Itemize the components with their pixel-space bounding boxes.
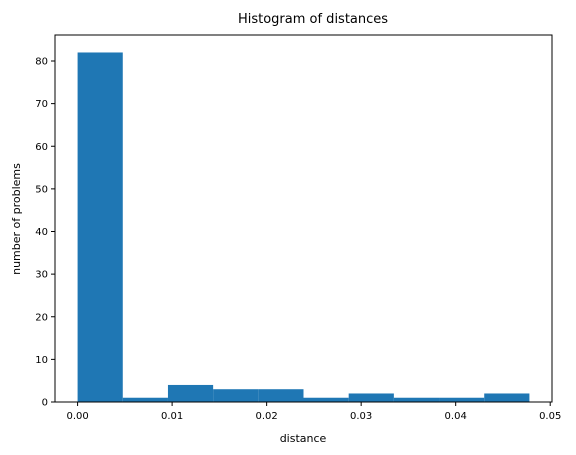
y-tick-label: 50 xyxy=(35,184,48,195)
x-tick-label: 0.05 xyxy=(539,411,561,422)
histogram-bar-5 xyxy=(303,397,349,402)
x-tick-label: 0.03 xyxy=(350,411,372,422)
histogram-bar-6 xyxy=(348,393,394,402)
y-tick-label: 20 xyxy=(35,312,48,323)
plot-frame xyxy=(54,34,553,403)
y-axis-label: number of problems xyxy=(10,163,23,275)
histogram-bar-2 xyxy=(167,384,214,402)
chart-title: Histogram of distances xyxy=(238,12,388,27)
y-axis-ticks: 0 10 20 30 40 50 60 70 80 xyxy=(35,57,55,409)
histogram-bar-0 xyxy=(77,52,123,402)
x-tick-label: 0.04 xyxy=(445,411,467,422)
y-tick-label: 70 xyxy=(35,99,48,110)
histogram-bar-7 xyxy=(393,397,440,402)
histogram-bar-9 xyxy=(484,393,530,402)
x-tick-label: 0.02 xyxy=(256,411,278,422)
y-tick-label: 0 xyxy=(42,398,48,409)
x-axis-label: distance xyxy=(280,432,327,445)
x-tick-label: 0.01 xyxy=(161,411,183,422)
histogram-bar-4 xyxy=(258,389,304,402)
bars-group xyxy=(77,52,530,402)
histogram-bar-1 xyxy=(122,397,168,402)
histogram-bar-3 xyxy=(213,389,259,402)
y-tick-label: 30 xyxy=(35,270,48,281)
x-tick-label: 0.00 xyxy=(66,411,88,422)
y-tick-label: 60 xyxy=(35,142,48,153)
y-tick-label: 10 xyxy=(35,355,48,366)
y-tick-label: 40 xyxy=(35,227,48,238)
histogram-bar-8 xyxy=(439,397,485,402)
y-tick-label: 80 xyxy=(35,57,48,68)
x-axis-ticks: 0.00 0.01 0.02 0.03 0.04 0.05 xyxy=(66,402,561,422)
